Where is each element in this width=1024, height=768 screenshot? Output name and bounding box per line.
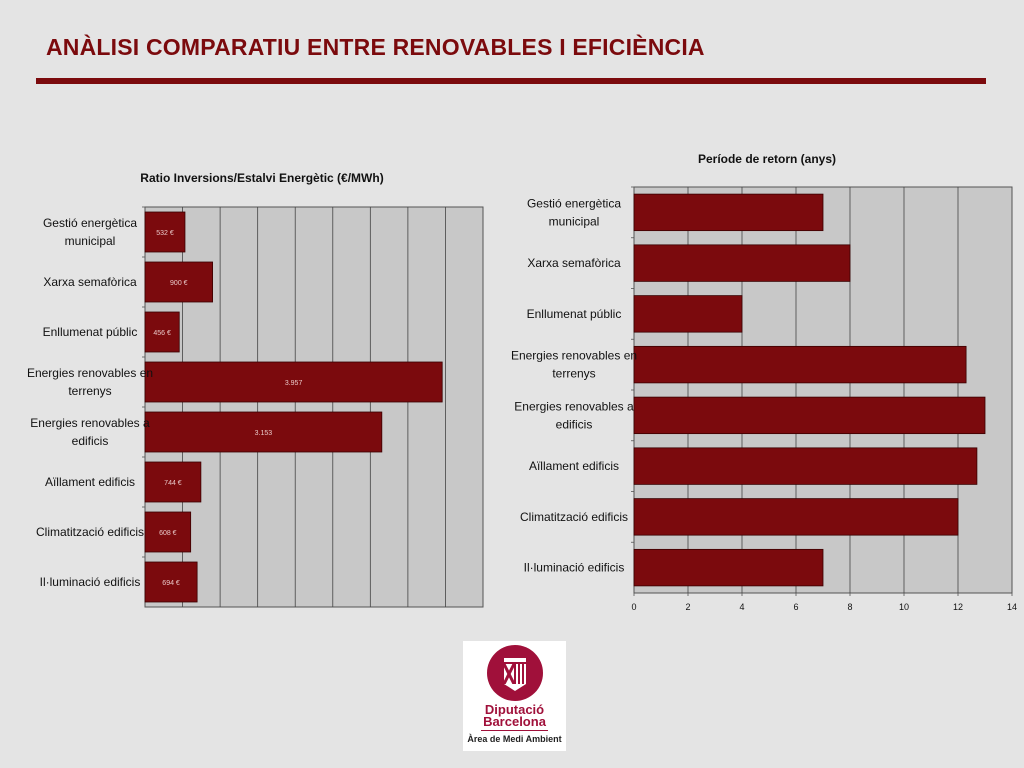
payback-x-tick-label: 12	[953, 602, 963, 612]
ratio-category-label: Energies renovables en	[27, 366, 153, 380]
ratio-data-label: 608 €	[159, 530, 177, 537]
ratio-bar	[144, 461, 202, 503]
ratio-bar	[144, 211, 186, 253]
payback-category-label: Climatització edificis	[520, 510, 628, 524]
ratio-category-label: Enllumenat públic	[43, 325, 138, 339]
ratio-category-label: Gestió energètica	[43, 216, 137, 230]
payback-category-label: edificis	[556, 417, 593, 431]
payback-bar	[633, 345, 967, 384]
payback-bar	[633, 244, 851, 282]
payback-category-label: Energies renovables a	[514, 399, 634, 413]
ratio-data-label: 900 €	[170, 280, 188, 287]
ratio-category-label: Climatització edificis	[36, 525, 144, 539]
payback-bar	[633, 193, 824, 232]
payback-x-tick-label: 8	[847, 602, 852, 612]
payback-category-label: Xarxa semafòrica	[527, 256, 621, 270]
ratio-category-label: Xarxa semafòrica	[43, 275, 137, 289]
ratio-bar	[144, 261, 213, 303]
ratio-data-label: 744 €	[164, 480, 182, 487]
payback-bar	[633, 295, 743, 333]
title-rule	[36, 78, 986, 84]
slide-title: ANÀLISI COMPARATIU ENTRE RENOVABLES I EF…	[46, 34, 705, 60]
ratio-bar	[144, 511, 192, 553]
ratio-bar	[144, 561, 198, 603]
ratio-data-label: 3.957	[285, 380, 303, 387]
ratio-bar	[144, 361, 443, 403]
ratio-category-label: Aïllament edificis	[45, 475, 135, 489]
ratio-category-label: Il·luminació edificis	[40, 575, 141, 589]
ratio-category-label: Energies renovables a	[30, 416, 150, 430]
logo-line-2: Barcelona	[483, 714, 546, 729]
payback-x-tick-label: 4	[739, 602, 744, 612]
payback-category-label: Gestió energètica	[527, 196, 621, 210]
payback-category-label: Enllumenat públic	[527, 307, 622, 321]
ratio-data-label: 694 €	[162, 580, 180, 587]
ratio-data-label: 532 €	[156, 230, 174, 237]
ratio-category-label: edificis	[72, 434, 109, 448]
logo-subtitle: Àrea de Medi Ambient	[467, 734, 562, 744]
ratio-data-label: 456 €	[153, 330, 171, 337]
payback-category-label: terrenys	[552, 367, 595, 381]
ratio-category-label: terrenys	[68, 384, 111, 398]
payback-bar	[633, 548, 824, 587]
payback-bar	[633, 396, 986, 435]
logo-separator	[481, 730, 548, 731]
ratio-data-label: 3.153	[255, 430, 273, 437]
logo-line-1: Diputació	[484, 702, 545, 717]
payback-x-tick-label: 6	[793, 602, 798, 612]
payback-bar	[633, 498, 959, 536]
ratio-bar	[144, 411, 383, 453]
payback-category-label: Il·luminació edificis	[524, 561, 625, 575]
payback-title: Període de retorn (anys)	[698, 152, 836, 166]
ratio-title: Ratio Inversions/Estalvi Energètic (€/MW…	[140, 171, 383, 185]
payback-x-tick-label: 14	[1007, 602, 1017, 612]
payback-x-tick-label: 2	[685, 602, 690, 612]
ratio-bar	[144, 311, 180, 353]
payback-category-label: Aïllament edificis	[529, 459, 619, 473]
ratio-category-label: municipal	[65, 234, 116, 248]
diputacio-logo: Diputació Barcelona Àrea de Medi Ambient	[463, 641, 566, 751]
payback-category-label: municipal	[549, 214, 600, 228]
diputacio-emblem-icon	[487, 645, 543, 701]
payback-category-label: Energies renovables en	[511, 349, 637, 363]
payback-bar	[633, 447, 978, 485]
payback-x-tick-label: 10	[899, 602, 909, 612]
payback-x-tick-label: 0	[631, 602, 636, 612]
